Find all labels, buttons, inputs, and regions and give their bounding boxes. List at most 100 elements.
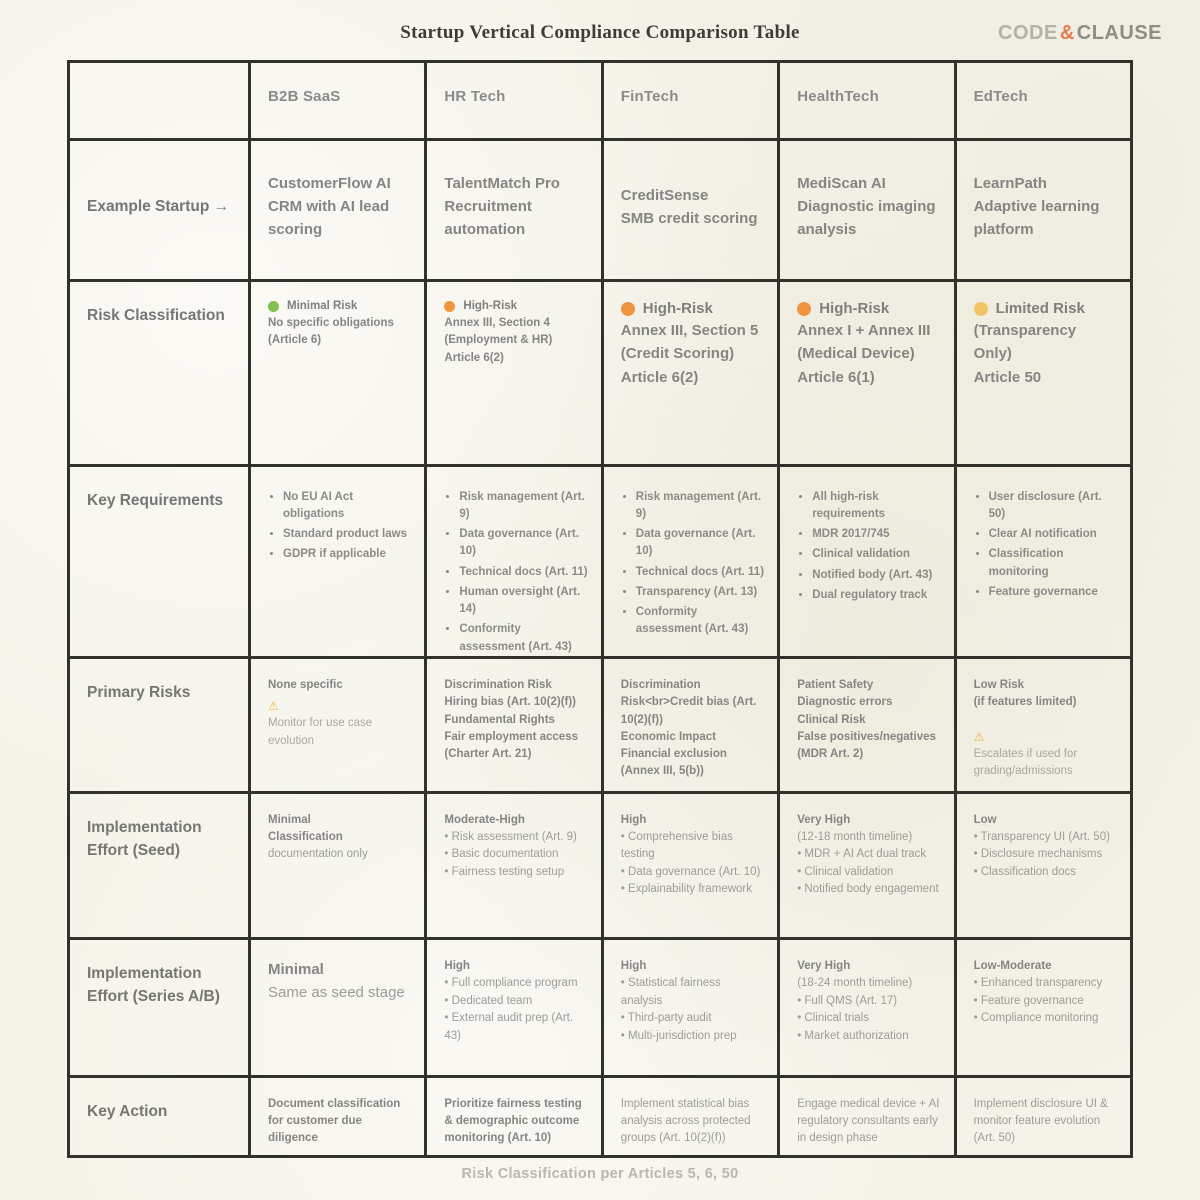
- table-cell: Low-Moderate • Enhanced transparency • Fea…: [953, 937, 1130, 1075]
- cell-text-line: • Notified body engagement: [797, 883, 939, 896]
- table-corner-cell: [70, 63, 248, 138]
- table-cell: User disclosure (Art. 50) Clear AI notifi…: [953, 463, 1130, 656]
- cell-text-line: • Full compliance program: [444, 977, 578, 990]
- row-label-text: Key Requirements: [87, 491, 224, 509]
- cell-text-line: SMB credit scoring: [620, 209, 758, 227]
- row-label-text: Implementation Effort (Series A/B): [87, 965, 220, 1006]
- cell-text-line: Implement disclosure UI & monitor featur…: [973, 1097, 1108, 1145]
- table-cell: Document classification for customer due…: [248, 1074, 425, 1155]
- table-cell: Minimal Classification documentation only: [248, 790, 425, 937]
- cell-text-line: Low: [973, 813, 997, 826]
- risk-level-label: High-Risk: [642, 300, 713, 317]
- table-cell: TalentMatch Pro Recruitment automation: [424, 137, 601, 279]
- column-header: EdTech: [953, 63, 1130, 138]
- bullet-list: Risk management (Art. 9)Data governance …: [621, 489, 764, 639]
- warning-text: Monitor for use case evolution: [268, 717, 373, 747]
- cell-text-line: Engage medical device + AI regulatory co…: [797, 1097, 940, 1145]
- bullet-item: Technical docs (Art. 11): [636, 564, 764, 581]
- table-cell: None specific ⚠ Monitor for use case evolu…: [248, 656, 425, 791]
- cell-text-line: • Feature governance: [973, 994, 1084, 1007]
- cell-text-line: • External audit prep (Art. 43): [444, 1012, 574, 1042]
- warning-note: ⚠ Monitor for use case evolution: [268, 697, 411, 750]
- cell-text-line: • Enhanced transparency: [973, 977, 1103, 990]
- row-label: Key Requirements: [70, 463, 248, 657]
- cell-text-line: • Comprehensive bias testing: [620, 830, 733, 861]
- table-cell: Very High (12-18 month timeline) • MDR + A…: [777, 790, 954, 937]
- bullet-item: Risk management (Art. 9): [459, 489, 587, 524]
- cell-text-line: Financial exclusion (Annex III, 5(b)): [620, 748, 727, 778]
- bullet-item: Technical docs (Art. 11): [459, 564, 587, 581]
- column-header-label: HealthTech: [797, 87, 879, 105]
- risk-dot-green-icon: [268, 300, 279, 312]
- cell-text-line: (12-18 month timeline): [797, 830, 913, 843]
- bullet-list: Risk management (Art. 9)Data governance …: [444, 489, 587, 656]
- bullet-item: Conformity assessment (Art. 43): [459, 621, 587, 656]
- warning-note: ⚠ Escalates if used for grading/admission…: [974, 728, 1117, 781]
- cell-text-line: Discrimination Risk<br>Credit bias (Art.…: [620, 679, 757, 726]
- cell-text-line: CreditSense: [620, 186, 709, 204]
- cell-text-line: • Explainability framework: [620, 883, 753, 896]
- table-cell: Minimal Risk No specific obligations (Arti…: [248, 279, 425, 464]
- cell-text-line: (18-24 month timeline): [797, 977, 913, 990]
- page-title: Startup Vertical Compliance Comparison T…: [400, 22, 800, 43]
- table-cell: High-Risk Annex III, Section 5 (Credit Sco…: [600, 279, 778, 464]
- cell-text-line: Adaptive learning platform: [973, 198, 1100, 239]
- bullet-item: Data governance (Art. 10): [636, 526, 764, 561]
- table-cell: Risk management (Art. 9)Data governance …: [600, 463, 778, 656]
- cell-text-line: • Disclosure mechanisms: [973, 848, 1103, 861]
- table-cell: High • Full compliance program • Dedicated…: [424, 937, 601, 1075]
- table-cell: High-Risk Annex I + Annex III (Medical Dev…: [777, 279, 954, 464]
- risk-level-line: High-Risk: [444, 300, 587, 312]
- bullet-list: All high-risk requirements MDR 2017/745 Cl…: [797, 489, 940, 605]
- cell-text-line: High: [444, 960, 470, 972]
- cell-text-line: No specific obligations: [268, 317, 394, 329]
- cell-text-line: Classification: [268, 830, 343, 843]
- column-header: B2B SaaS: [248, 63, 424, 138]
- table-cell: CustomerFlow AI CRM with AI lead scoring: [248, 137, 425, 279]
- table-cell: CreditSense SMB credit scoring: [600, 137, 778, 279]
- cell-text-line: Minimal: [268, 813, 311, 826]
- row-label-text: Example Startup →: [87, 198, 230, 216]
- risk-dot-orange-icon: [444, 300, 456, 312]
- column-header-label: EdTech: [973, 87, 1028, 105]
- cell-text-line: Recruitment automation: [444, 198, 532, 239]
- cell-text-line: (Medical Device): [797, 345, 915, 363]
- cell-text-line: Hiring bias (Art. 10(2)(f)): [444, 696, 577, 709]
- cell-text-line: • Basic documentation: [444, 848, 559, 861]
- bullet-item: No EU AI Act obligations: [283, 489, 411, 524]
- cell-text-line: Diagnostic imaging analysis: [797, 198, 936, 239]
- logo-code-text: CODE: [998, 22, 1058, 44]
- table-cell: Discrimination Risk<br>Credit bias (Art.…: [600, 656, 778, 791]
- cell-text-line: • Fairness testing setup: [444, 865, 565, 878]
- table-cell: High-Risk Annex III, Section 4 (Employment…: [424, 279, 601, 464]
- cell-text-line: • Clinical validation: [797, 865, 894, 878]
- cell-text-line: • Market authorization: [797, 1029, 909, 1042]
- cell-text-line: • Data governance (Art. 10): [620, 865, 761, 878]
- comparison-table: B2B SaaS HR Tech FinTech HealthTech EdTech Ex…: [67, 60, 1133, 1158]
- table-cell: Limited Risk (Transparency Only) Article 5…: [953, 279, 1130, 464]
- row-label-text: Implementation Effort (Seed): [87, 818, 202, 859]
- table-cell: Minimal Same as seed stage: [248, 937, 425, 1075]
- risk-level-label: Limited Risk: [995, 300, 1085, 317]
- cell-text-line: Article 6(2): [444, 351, 504, 364]
- row-label: Primary Risks: [70, 656, 248, 791]
- cell-text-line: (Transparency Only): [973, 322, 1077, 363]
- cell-text-line: (Credit Scoring): [620, 345, 735, 363]
- table-cell: No EU AI Act obligations Standard product…: [248, 463, 425, 656]
- bullet-item: Clinical validation: [812, 546, 940, 563]
- row-label-text: Key Action: [87, 1102, 168, 1120]
- row-label: Implementation Effort (Series A/B): [70, 937, 248, 1075]
- cell-text-line: High: [620, 813, 647, 826]
- table-cell: Moderate-High • Risk assessment (Art. 9) •…: [424, 790, 601, 937]
- warning-icon: ⚠: [973, 729, 985, 744]
- cell-text-line: Economic Impact: [620, 730, 717, 743]
- cell-text-line: Article 6(1): [797, 368, 875, 386]
- table-cell: MediScan AI Diagnostic imaging analysis: [777, 137, 954, 279]
- cell-text-line: • Risk assessment (Art. 9): [444, 830, 577, 843]
- footer-note: Risk Classification per Articles 5, 6, 5…: [461, 1166, 739, 1182]
- cell-text-line: Article 6(2): [620, 368, 699, 386]
- cell-text-line: • Classification docs: [973, 865, 1077, 878]
- bullet-item: All high-risk requirements: [812, 489, 940, 524]
- table-cell: Implement statistical bias analysis acro…: [600, 1074, 778, 1155]
- cell-text-line: Minimal: [268, 961, 324, 978]
